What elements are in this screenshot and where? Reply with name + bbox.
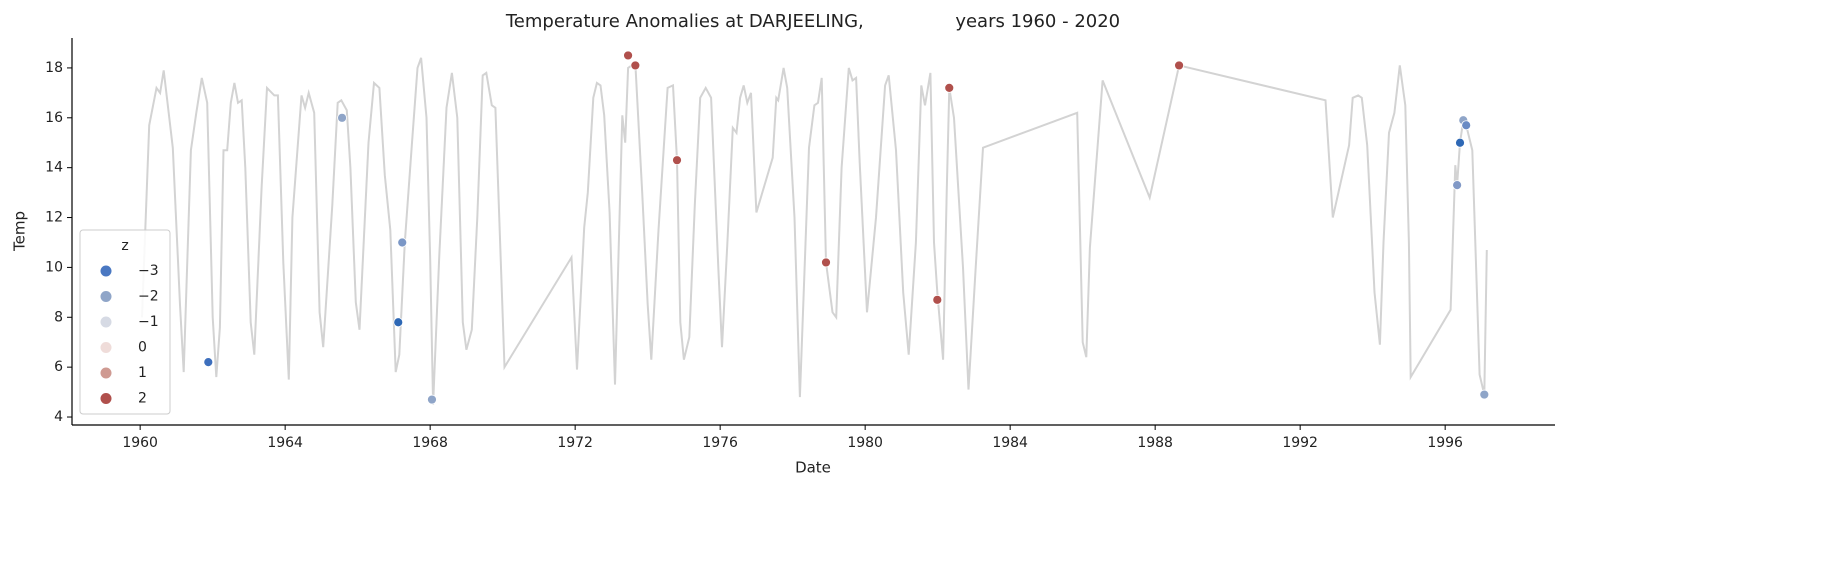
- legend-marker: [100, 367, 112, 379]
- x-tick-label: 1984: [992, 435, 1028, 451]
- legend-marker: [100, 291, 112, 302]
- temp-line: [141, 57, 1488, 405]
- anomaly-point: [337, 112, 347, 123]
- anomaly-point: [397, 237, 408, 248]
- legend-marker: [100, 393, 112, 404]
- anomaly-point: [203, 357, 214, 368]
- anomaly-point: [672, 155, 682, 166]
- legend-marker: [100, 316, 112, 328]
- y-tick-label: 4: [54, 409, 63, 425]
- y-tick-label: 12: [45, 210, 63, 226]
- x-tick-label: 1980: [847, 435, 883, 451]
- y-tick-label: 16: [45, 110, 63, 126]
- anomaly-point: [1479, 389, 1490, 400]
- y-tick-label: 10: [45, 259, 63, 275]
- anomaly-point: [821, 257, 831, 268]
- y-tick-label: 8: [54, 309, 63, 325]
- legend-label: 1: [138, 365, 147, 381]
- anomaly-point: [1461, 120, 1472, 131]
- anomaly-point: [1452, 180, 1463, 191]
- anomaly-point: [1174, 60, 1184, 71]
- legend-label: −1: [138, 314, 159, 330]
- x-tick-label: 1964: [267, 435, 303, 451]
- anomaly-point: [630, 60, 641, 71]
- x-tick-label: 1996: [1427, 435, 1463, 451]
- y-axis-label: Temp: [11, 211, 29, 252]
- y-tick-label: 14: [45, 160, 63, 176]
- legend-label: −2: [138, 289, 159, 305]
- x-tick-label: 1988: [1137, 435, 1173, 451]
- y-tick-label: 18: [45, 60, 63, 76]
- legend-label: −3: [138, 263, 159, 279]
- x-axis-label: Date: [795, 459, 831, 477]
- anomaly-point: [932, 294, 943, 305]
- x-tick-label: 1976: [702, 435, 738, 451]
- anomaly-point: [427, 394, 437, 405]
- legend-label: 0: [138, 340, 147, 356]
- y-tick-label: 6: [54, 359, 63, 375]
- anomaly-point: [944, 82, 955, 93]
- x-tick-label: 1992: [1282, 435, 1318, 451]
- x-tick-label: 1960: [122, 435, 158, 451]
- anomaly-point: [1455, 137, 1465, 148]
- legend-title: z: [121, 238, 128, 254]
- legend-marker: [100, 265, 112, 277]
- x-tick-label: 1968: [412, 435, 448, 451]
- anomaly-point: [623, 50, 633, 61]
- x-tick-label: 1972: [557, 435, 593, 451]
- legend-box: [79, 229, 171, 415]
- anomaly-point: [393, 317, 404, 328]
- legend-marker: [100, 342, 112, 353]
- chart-title: Temperature Anomalies at DARJEELING, yea…: [505, 11, 1120, 32]
- legend-label: 2: [138, 391, 147, 407]
